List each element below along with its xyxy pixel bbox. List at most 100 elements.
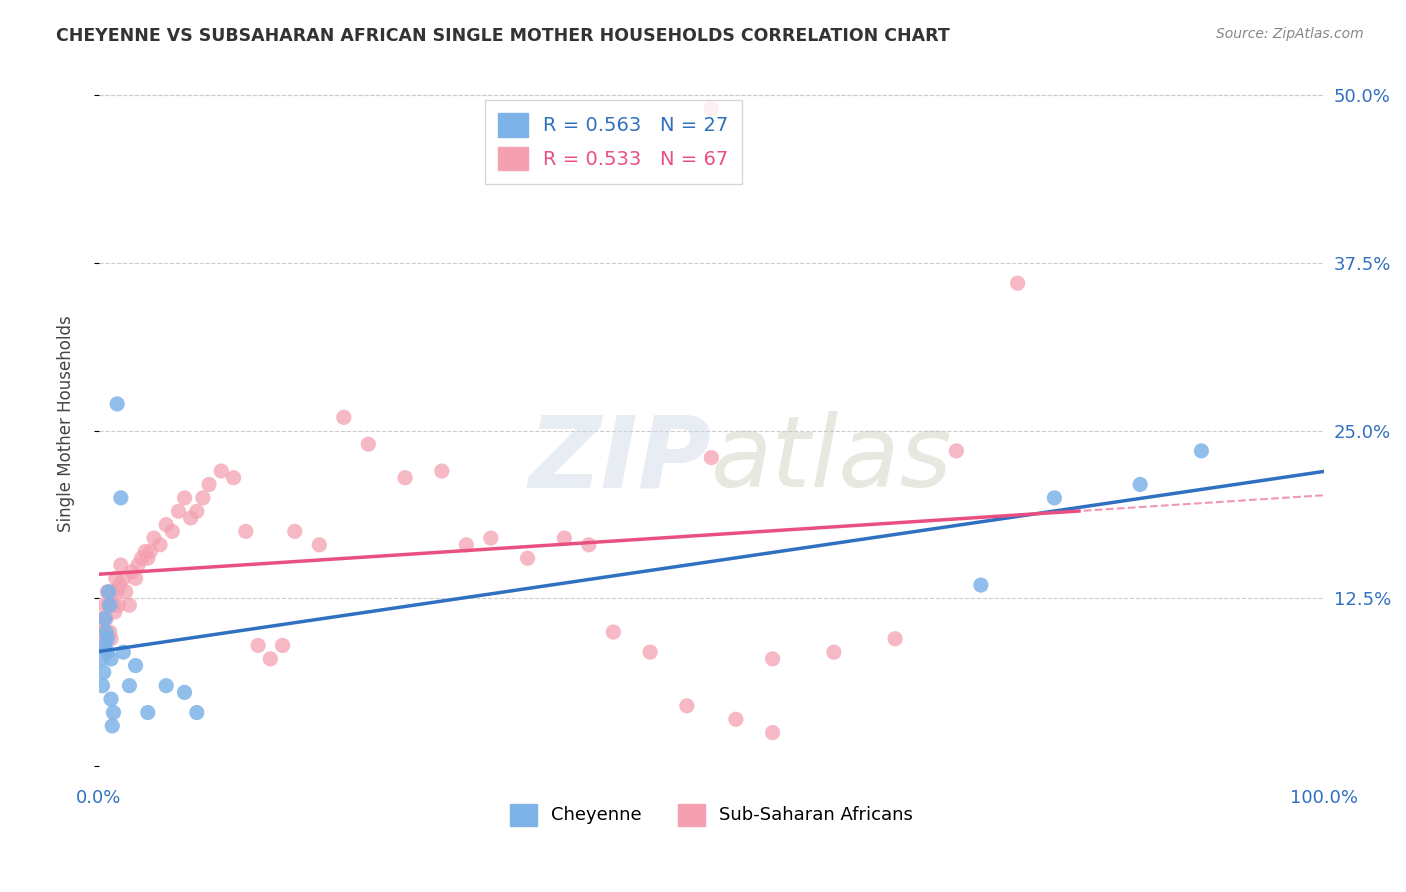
Sub-Saharan Africans: [96, 584, 118, 599]
Sub-Saharan Africans: [553, 531, 575, 545]
Cheyenne: [112, 645, 135, 659]
Sub-Saharan Africans: [104, 605, 127, 619]
Cheyenne: [124, 658, 146, 673]
Sub-Saharan Africans: [479, 531, 502, 545]
Sub-Saharan Africans: [97, 598, 120, 612]
Sub-Saharan Africans: [308, 538, 330, 552]
Sub-Saharan Africans: [700, 450, 723, 465]
Sub-Saharan Africans: [107, 598, 129, 612]
Sub-Saharan Africans: [1007, 276, 1029, 290]
Cheyenne: [101, 719, 124, 733]
Sub-Saharan Africans: [247, 639, 270, 653]
Sub-Saharan Africans: [209, 464, 232, 478]
Sub-Saharan Africans: [127, 558, 149, 572]
Sub-Saharan Africans: [105, 584, 128, 599]
Sub-Saharan Africans: [100, 632, 122, 646]
Sub-Saharan Africans: [90, 625, 112, 640]
Sub-Saharan Africans: [823, 645, 845, 659]
Sub-Saharan Africans: [602, 625, 624, 640]
Sub-Saharan Africans: [191, 491, 214, 505]
Cheyenne: [94, 639, 117, 653]
Cheyenne: [110, 491, 132, 505]
Sub-Saharan Africans: [945, 443, 967, 458]
Cheyenne: [100, 692, 122, 706]
Sub-Saharan Africans: [259, 652, 281, 666]
Sub-Saharan Africans: [516, 551, 538, 566]
Cheyenne: [105, 397, 128, 411]
Sub-Saharan Africans: [700, 102, 723, 116]
Sub-Saharan Africans: [149, 538, 172, 552]
Cheyenne: [94, 612, 117, 626]
Sub-Saharan Africans: [114, 584, 136, 599]
Sub-Saharan Africans: [222, 471, 245, 485]
Text: atlas: atlas: [711, 411, 953, 508]
Cheyenne: [103, 706, 125, 720]
Sub-Saharan Africans: [162, 524, 184, 539]
Legend: Cheyenne, Sub-Saharan Africans: Cheyenne, Sub-Saharan Africans: [501, 795, 922, 835]
Sub-Saharan Africans: [108, 578, 131, 592]
Sub-Saharan Africans: [112, 571, 135, 585]
Sub-Saharan Africans: [124, 571, 146, 585]
Cheyenne: [97, 584, 120, 599]
Cheyenne: [96, 632, 118, 646]
Cheyenne: [136, 706, 159, 720]
Sub-Saharan Africans: [110, 558, 132, 572]
Cheyenne: [173, 685, 195, 699]
Sub-Saharan Africans: [98, 625, 121, 640]
Sub-Saharan Africans: [104, 571, 127, 585]
Sub-Saharan Africans: [89, 639, 111, 653]
Y-axis label: Single Mother Households: Single Mother Households: [58, 316, 75, 533]
Sub-Saharan Africans: [333, 410, 356, 425]
Sub-Saharan Africans: [131, 551, 153, 566]
Sub-Saharan Africans: [762, 725, 785, 739]
Cheyenne: [96, 645, 118, 659]
Sub-Saharan Africans: [186, 504, 208, 518]
Sub-Saharan Africans: [578, 538, 600, 552]
Cheyenne: [90, 652, 112, 666]
Sub-Saharan Africans: [762, 652, 785, 666]
Sub-Saharan Africans: [198, 477, 221, 491]
Sub-Saharan Africans: [394, 471, 416, 485]
Sub-Saharan Africans: [271, 639, 294, 653]
Cheyenne: [1129, 477, 1152, 491]
Sub-Saharan Africans: [430, 464, 453, 478]
Sub-Saharan Africans: [357, 437, 380, 451]
Cheyenne: [93, 665, 115, 680]
Cheyenne: [94, 625, 117, 640]
Sub-Saharan Africans: [94, 612, 117, 626]
Cheyenne: [100, 652, 122, 666]
Cheyenne: [91, 679, 114, 693]
Sub-Saharan Africans: [167, 504, 190, 518]
Sub-Saharan Africans: [456, 538, 478, 552]
Sub-Saharan Africans: [103, 598, 125, 612]
Sub-Saharan Africans: [284, 524, 307, 539]
Cheyenne: [186, 706, 208, 720]
Text: ZIP: ZIP: [529, 411, 711, 508]
Text: CHEYENNE VS SUBSAHARAN AFRICAN SINGLE MOTHER HOUSEHOLDS CORRELATION CHART: CHEYENNE VS SUBSAHARAN AFRICAN SINGLE MO…: [56, 27, 950, 45]
Cheyenne: [1043, 491, 1066, 505]
Sub-Saharan Africans: [235, 524, 257, 539]
Sub-Saharan Africans: [91, 612, 114, 626]
Sub-Saharan Africans: [142, 531, 165, 545]
Text: Source: ZipAtlas.com: Source: ZipAtlas.com: [1216, 27, 1364, 41]
Cheyenne: [970, 578, 993, 592]
Cheyenne: [118, 679, 141, 693]
Cheyenne: [155, 679, 177, 693]
Sub-Saharan Africans: [136, 551, 159, 566]
Cheyenne: [1189, 443, 1212, 458]
Sub-Saharan Africans: [173, 491, 195, 505]
Sub-Saharan Africans: [638, 645, 661, 659]
Sub-Saharan Africans: [724, 712, 747, 726]
Sub-Saharan Africans: [155, 517, 177, 532]
Cheyenne: [98, 598, 121, 612]
Sub-Saharan Africans: [121, 565, 143, 579]
Sub-Saharan Africans: [118, 598, 141, 612]
Sub-Saharan Africans: [139, 544, 162, 558]
Sub-Saharan Africans: [884, 632, 907, 646]
Sub-Saharan Africans: [134, 544, 156, 558]
Sub-Saharan Africans: [676, 698, 699, 713]
Sub-Saharan Africans: [180, 511, 202, 525]
Sub-Saharan Africans: [93, 625, 115, 640]
Sub-Saharan Africans: [94, 598, 117, 612]
Sub-Saharan Africans: [101, 584, 124, 599]
